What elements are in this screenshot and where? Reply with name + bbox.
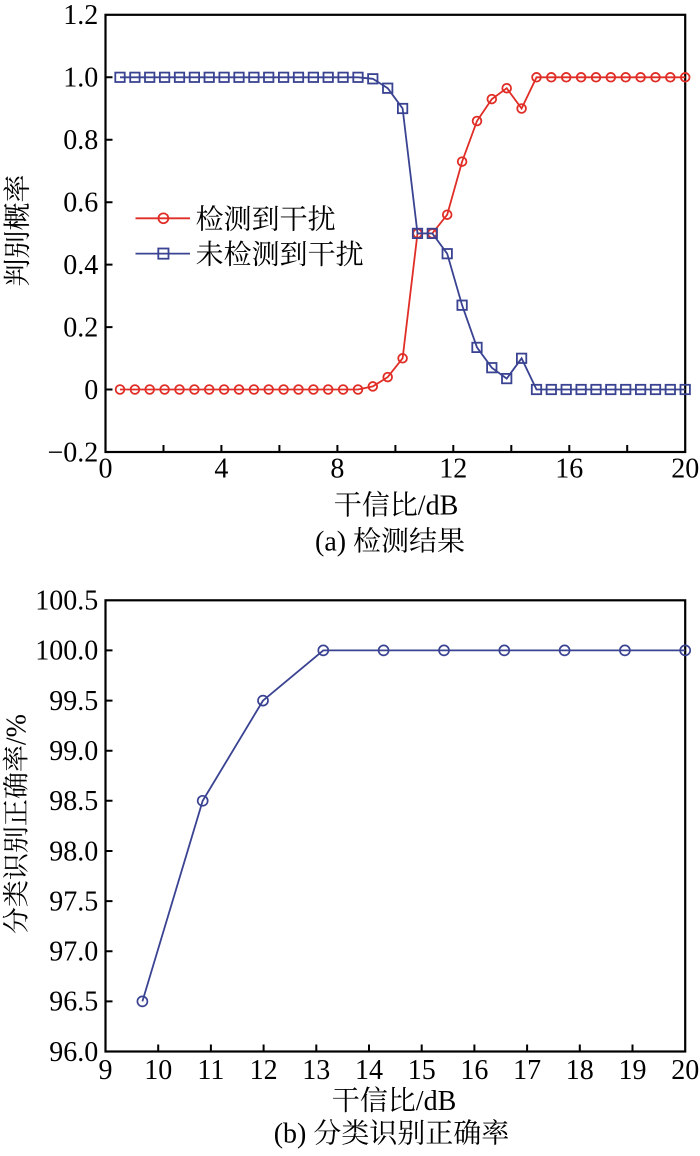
svg-text:0.4: 0.4 [63,250,98,281]
svg-text:14: 14 [355,1055,383,1086]
svg-text:12: 12 [250,1055,278,1086]
svg-text:16: 16 [460,1055,488,1086]
svg-text:98.0: 98.0 [49,836,98,867]
svg-text:16: 16 [555,453,583,484]
svg-text:99.5: 99.5 [49,686,98,717]
svg-text:97.5: 97.5 [49,886,98,917]
svg-text:96.5: 96.5 [49,987,98,1018]
svg-text:0.8: 0.8 [63,125,98,156]
svg-text:17: 17 [513,1055,541,1086]
svg-text:8: 8 [330,453,344,484]
svg-text:96.0: 96.0 [49,1037,98,1068]
svg-text:11: 11 [197,1055,224,1086]
svg-text:0.2: 0.2 [63,312,98,343]
svg-text:97.0: 97.0 [49,937,98,968]
svg-text:15: 15 [408,1055,436,1086]
svg-text:100.0: 100.0 [35,636,98,667]
svg-text:20: 20 [671,453,699,484]
svg-text:(b): (b) [274,1119,307,1150]
svg-text:19: 19 [619,1055,647,1086]
svg-text:4: 4 [214,453,228,484]
svg-text:(a): (a) [315,527,346,558]
svg-text:1.0: 1.0 [63,63,98,94]
svg-text:1.2: 1.2 [63,0,98,31]
svg-text:0.6: 0.6 [63,188,98,219]
svg-text:0: 0 [99,453,113,484]
svg-text:/dB: /dB [416,1086,456,1117]
svg-text:100.5: 100.5 [35,586,98,617]
svg-text:−0.2: −0.2 [48,437,99,468]
svg-text:12: 12 [439,453,467,484]
svg-text:/%: /% [2,714,33,745]
svg-text:/dB: /dB [418,491,458,522]
svg-text:10: 10 [144,1055,172,1086]
svg-text:98.5: 98.5 [49,786,98,817]
svg-text:99.0: 99.0 [49,736,98,767]
svg-text:13: 13 [302,1055,330,1086]
svg-text:0: 0 [84,375,98,406]
svg-text:9: 9 [99,1055,113,1086]
svg-text:20: 20 [671,1055,699,1086]
svg-text:18: 18 [566,1055,594,1086]
